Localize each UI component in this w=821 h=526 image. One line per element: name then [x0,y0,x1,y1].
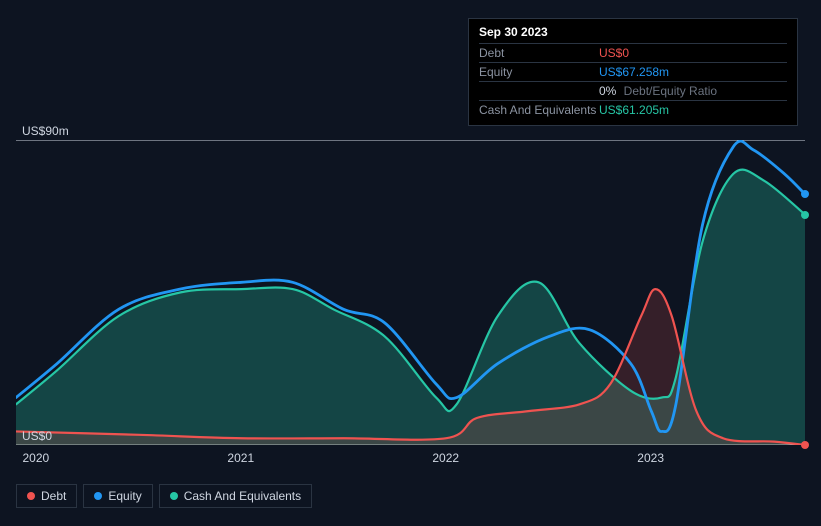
chart-plot-area [16,140,805,445]
x-axis-label: 2022 [432,451,459,465]
chart-svg [16,140,805,445]
tooltip-row: DebtUS$0 [479,43,787,62]
tooltip-row-value: US$0 [599,46,629,60]
series-end-dot [801,441,809,449]
tooltip-row-label: Equity [479,65,599,79]
legend-item[interactable]: Cash And Equivalents [159,484,312,508]
legend-dot-icon [94,492,102,500]
x-axis-label: 2020 [22,451,49,465]
legend-dot-icon [27,492,35,500]
chart-tooltip: Sep 30 2023 DebtUS$0EquityUS$67.258m0% D… [468,18,798,126]
tooltip-row: Cash And EquivalentsUS$61.205m [479,100,787,119]
legend-item[interactable]: Equity [83,484,152,508]
legend-item-label: Equity [108,489,141,503]
tooltip-date: Sep 30 2023 [479,25,787,43]
x-axis-label: 2023 [637,451,664,465]
y-axis-label: US$90m [22,124,69,138]
tooltip-row-value: 0% Debt/Equity Ratio [599,84,717,98]
tooltip-row: EquityUS$67.258m [479,62,787,81]
legend-dot-icon [170,492,178,500]
chart-legend: Debt Equity Cash And Equivalents [16,484,312,508]
x-axis-label: 2021 [227,451,254,465]
tooltip-row-value: US$61.205m [599,103,669,117]
tooltip-row-value: US$67.258m [599,65,669,79]
tooltip-row-label: Cash And Equivalents [479,103,599,117]
series-end-dot [801,211,809,219]
legend-item-label: Cash And Equivalents [184,489,301,503]
series-end-dot [801,190,809,198]
tooltip-row-label: Debt [479,46,599,60]
tooltip-row: 0% Debt/Equity Ratio [479,81,787,100]
y-axis-label: US$0 [22,429,52,443]
legend-item-label: Debt [41,489,66,503]
tooltip-row-extra: Debt/Equity Ratio [620,84,717,98]
tooltip-row-label [479,84,599,98]
legend-item[interactable]: Debt [16,484,77,508]
